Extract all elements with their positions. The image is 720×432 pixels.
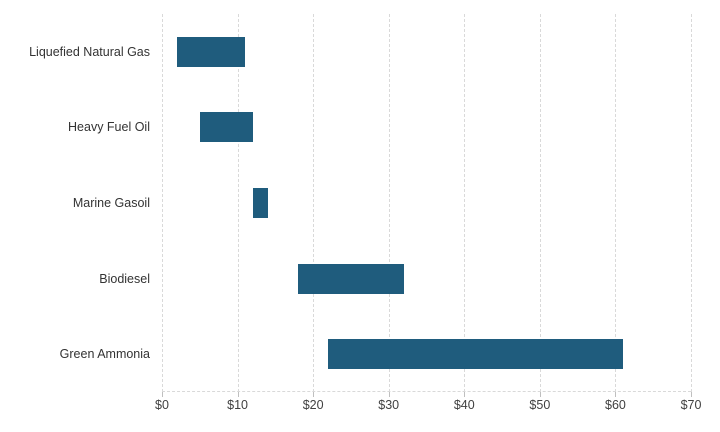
bar-marine-gasoil	[252, 188, 268, 218]
x-tick-label: $50	[529, 398, 551, 412]
x-tick-label: $30	[378, 398, 400, 412]
x-axis-line	[162, 391, 691, 392]
x-tick-mark	[237, 392, 239, 397]
category-label-marine-gasoil: Marine Gasoil	[72, 195, 150, 210]
gridline-x-0	[162, 14, 163, 392]
gridline-x-20	[313, 14, 315, 392]
x-tick-mark	[464, 392, 466, 397]
gridline-x-10	[237, 14, 239, 392]
bar-biodiesel	[298, 263, 404, 294]
x-tick-mark	[691, 392, 692, 397]
x-tick-mark	[539, 392, 541, 397]
bar-heavy-fuel-oil	[199, 112, 253, 143]
x-axis-labels: $0 $10 $20 $30 $40 $50 $60 $70	[155, 398, 701, 418]
gridline-x-30	[388, 14, 390, 392]
gridline-x-40	[464, 14, 466, 392]
category-label-green-ammonia: Green Ammonia	[59, 347, 150, 362]
x-tick-label: $0	[155, 398, 169, 412]
x-tick-mark	[313, 392, 315, 397]
category-axis: Liquefied Natural Gas Heavy Fuel Oil Marin…	[0, 14, 150, 392]
x-tick-mark	[615, 392, 617, 397]
gridline-x-70	[691, 14, 692, 392]
x-tick-mark	[162, 392, 163, 397]
category-label-liquefied-natural-gas: Liquefied Natural Gas	[29, 44, 150, 59]
bar-liquefied-natural-gas	[177, 36, 246, 67]
plot-area	[162, 14, 692, 397]
bar-green-ammonia	[328, 339, 623, 370]
category-label-biodiesel: Biodiesel	[99, 271, 150, 286]
gridline-x-60	[615, 14, 617, 392]
x-tick-label: $20	[302, 398, 324, 412]
category-label-heavy-fuel-oil: Heavy Fuel Oil	[68, 120, 150, 135]
x-tick-label: $70	[680, 398, 702, 412]
x-tick-mark	[388, 392, 390, 397]
x-tick-label: $10	[227, 398, 248, 412]
gridline-x-50	[539, 14, 541, 392]
x-tick-label: $40	[453, 398, 475, 412]
x-tick-label: $60	[604, 398, 626, 412]
